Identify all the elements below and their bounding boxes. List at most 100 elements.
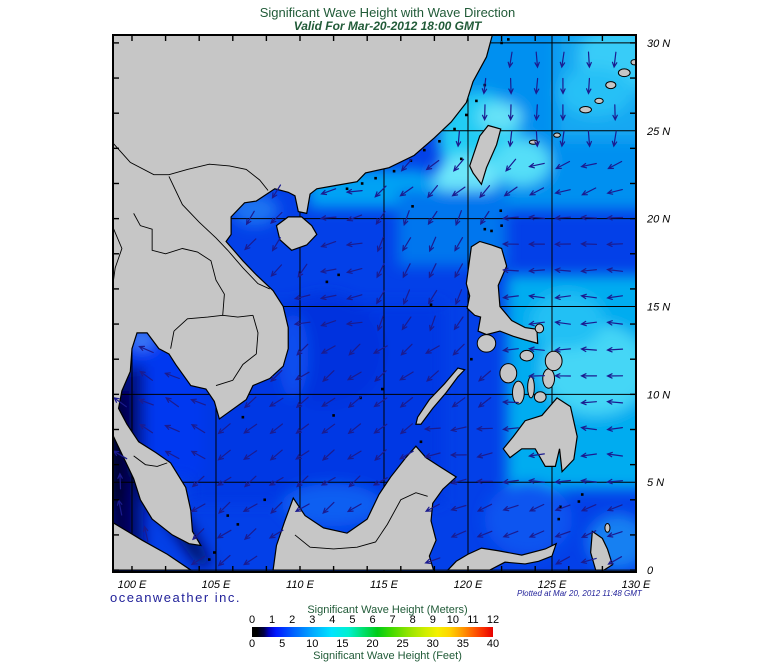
island — [605, 81, 617, 90]
legend-feet-value: 20 — [366, 638, 379, 650]
island — [534, 323, 545, 334]
islet-dot — [332, 414, 335, 417]
islet-dot — [423, 148, 426, 152]
landmass-palawan — [415, 367, 466, 425]
islet-dot — [360, 182, 364, 185]
legend-feet-value: 40 — [486, 638, 500, 650]
islet-dot — [459, 157, 463, 161]
legend-meters-value: 5 — [349, 614, 356, 626]
legend-feet-value: 5 — [279, 638, 286, 650]
islet-dot — [411, 205, 414, 208]
island — [630, 59, 636, 66]
longitude-label: 105 E — [202, 579, 231, 591]
islet-dot — [337, 273, 340, 277]
latitude-label: 30 N — [647, 38, 670, 50]
legend-meters-value: 3 — [309, 614, 316, 626]
legend-title-feet: Significant Wave Height (Feet) — [313, 650, 462, 662]
legend-meters-value: 0 — [248, 614, 256, 626]
islet-dot — [580, 493, 584, 496]
islet-dot — [226, 514, 230, 517]
legend-title-meters: Significant Wave Height (Meters) — [307, 604, 468, 616]
legend-meters-value: 4 — [329, 614, 336, 626]
country-border — [215, 315, 259, 386]
country-border — [168, 176, 270, 290]
islet-dot — [236, 523, 240, 526]
landmass-halmahera — [590, 530, 614, 571]
islet-dot — [374, 176, 377, 180]
landmass-hainan — [275, 216, 318, 251]
island — [512, 380, 525, 405]
country-border — [113, 227, 123, 284]
legend-meters-value: 8 — [409, 614, 416, 626]
legend-meters-value: 1 — [269, 614, 276, 626]
island — [594, 97, 604, 105]
islet-dot — [507, 38, 510, 41]
legend-meters-value: 10 — [446, 614, 459, 626]
island — [553, 132, 561, 138]
islet-dot — [500, 224, 503, 227]
islet-dot — [325, 280, 329, 284]
legend-meters-value: 9 — [429, 614, 436, 626]
islet-dot — [557, 517, 561, 521]
longitude-label: 130 E — [622, 579, 651, 591]
island — [527, 376, 535, 399]
latitude-label: 15 N — [647, 301, 670, 313]
country-border — [294, 492, 428, 550]
islet-dot — [483, 227, 487, 231]
island — [579, 106, 592, 114]
islet-dot — [429, 303, 433, 307]
island — [617, 68, 631, 78]
latitude-label: 10 N — [647, 389, 670, 401]
wave-direction-arrows — [113, 51, 624, 567]
longitude-label: 120 E — [454, 579, 483, 591]
legend-feet-value: 15 — [336, 638, 349, 650]
legend-feet-value: 10 — [306, 638, 319, 650]
longitude-label: 125 E — [538, 579, 567, 591]
land-layer — [113, 35, 636, 571]
country-border — [113, 142, 269, 191]
island — [499, 363, 518, 384]
country-border — [133, 455, 168, 467]
island — [476, 334, 497, 353]
islet-dot — [465, 113, 468, 117]
plotted-timestamp: Plotted at Mar 20, 2012 11:48 GMT — [517, 589, 642, 598]
landmass-luzon — [465, 240, 539, 345]
legend-meters-value: 7 — [389, 614, 396, 626]
latitude-label: 20 N — [646, 214, 670, 226]
legend-feet-value: 35 — [456, 638, 469, 650]
latitude-label: 5 N — [647, 477, 664, 489]
latitude-label: 0 — [647, 565, 654, 577]
islet-dot — [213, 551, 216, 554]
map-frame — [112, 34, 637, 573]
islet-dot — [475, 99, 478, 103]
islet-dot — [345, 187, 349, 191]
longitude-label: 100 E — [118, 579, 147, 591]
axis-labels: 100 E 105 E 110 E 115 E 120 E 125 E 130 E 0 5 N 1… — [118, 38, 671, 591]
landmass-mindanao — [502, 397, 578, 474]
legend-meters-value: 11 — [467, 614, 479, 626]
island — [533, 391, 547, 403]
islet-dot — [241, 415, 245, 419]
title-block: Significant Wave Height with Wave Direct… — [0, 5, 775, 33]
latitude-label: 25 N — [646, 126, 670, 138]
country-border — [173, 314, 254, 332]
islet-dot — [392, 169, 396, 173]
legend-feet-value: 0 — [248, 638, 256, 650]
islet-dot — [453, 127, 456, 131]
island — [604, 523, 611, 533]
island — [544, 350, 563, 372]
islet-dot — [419, 440, 423, 444]
page-title: Significant Wave Height with Wave Direct… — [259, 5, 516, 20]
islet-dot — [577, 500, 581, 503]
islet-dot — [263, 498, 267, 502]
longitude-label: 115 E — [370, 579, 399, 591]
islet-dot — [500, 41, 503, 45]
legend-meters-value: 12 — [486, 614, 500, 626]
legend-feet-value: 30 — [426, 638, 439, 650]
legend-feet-value: 25 — [396, 638, 409, 650]
islet-dot — [207, 558, 211, 561]
country-border — [133, 213, 225, 316]
oceanweather-logo-text: oceanweather inc. — [110, 590, 242, 605]
wave-map-canvas: 100 E 105 E 110 E 115 E 120 E 125 E 130 E 0 5 N 1… — [112, 34, 671, 591]
